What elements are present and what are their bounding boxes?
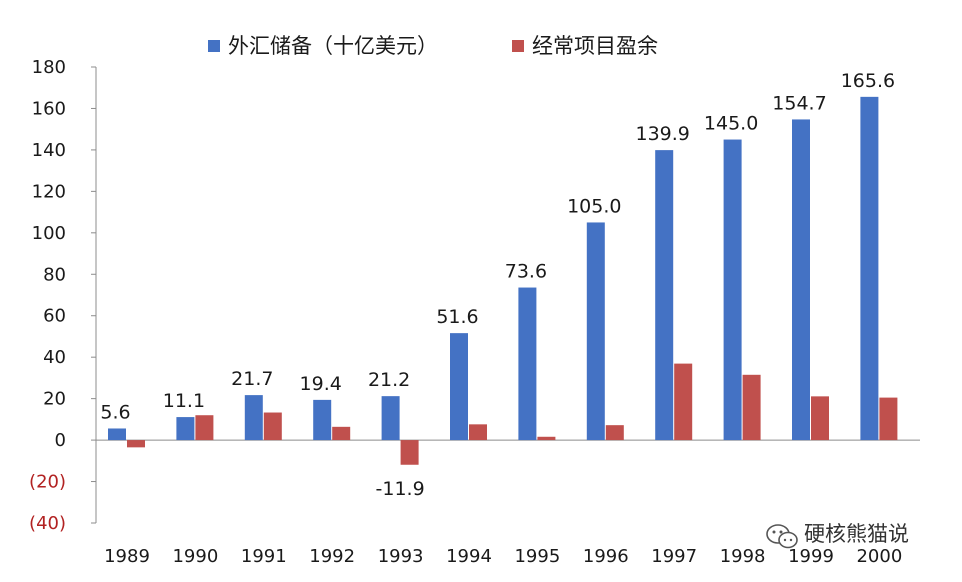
x-tick-label: 1997	[651, 546, 697, 567]
bar-current-account	[263, 412, 282, 441]
y-tick-label: 80	[43, 264, 66, 285]
y-tick-label: 120	[32, 181, 66, 202]
x-tick-label: 1999	[788, 546, 834, 567]
bar-reserves	[108, 428, 126, 441]
x-tick-label: 1989	[104, 546, 150, 567]
y-tick-label: 180	[32, 57, 66, 78]
legend-swatch-reserves	[208, 40, 220, 52]
y-axis: (40) (20) 0 20 40 60 80 100 120 140 160 180	[29, 57, 97, 534]
watermark-text: 硬核熊猫说	[804, 522, 909, 546]
y-tick-label: 60	[43, 306, 66, 327]
bar-reserves	[381, 396, 400, 441]
bar-current-account	[674, 363, 693, 441]
x-tick-label: 2000	[856, 546, 902, 567]
x-tick-label: 1995	[514, 546, 560, 567]
bar-current-account	[537, 436, 556, 441]
x-tick-label: 1996	[583, 546, 629, 567]
bar-current-account	[195, 415, 214, 441]
bar-current-account	[469, 424, 487, 441]
data-label-reserves: 19.4	[300, 373, 342, 395]
x-tick-label: 1991	[241, 546, 287, 567]
data-label-reserves: 11.1	[163, 390, 205, 412]
wechat-icon	[766, 524, 798, 549]
bar-reserves	[586, 222, 605, 441]
data-label-reserves: 21.7	[231, 368, 273, 390]
data-labels: 5.6 11.1 21.7 19.4 21.2 51.6 73.6 105.0 139.9 145…	[100, 70, 895, 500]
x-tick-label: 1992	[309, 546, 355, 567]
legend-label: 经常项目盈余	[532, 34, 658, 58]
bar-reserves	[792, 119, 810, 441]
data-label-reserves: 73.6	[505, 261, 547, 283]
y-tick-label: (40)	[29, 513, 66, 534]
bar-current-account	[879, 397, 898, 441]
watermark: 硬核熊猫说	[766, 522, 909, 549]
data-label-reserves: 145.0	[704, 113, 758, 135]
bars	[108, 96, 898, 465]
legend-label: 外汇储备（十亿美元）	[228, 34, 438, 58]
bar-reserves	[860, 96, 879, 441]
bar-current-account	[332, 426, 351, 441]
y-tick-label: 100	[32, 223, 66, 244]
y-tick-label: 160	[32, 98, 66, 119]
bar-reserves	[655, 150, 674, 441]
x-tick-label: 1998	[720, 546, 766, 567]
y-tick-label: (20)	[29, 472, 66, 493]
data-label-reserves: 105.0	[567, 195, 621, 217]
x-tick-label: 1994	[446, 546, 492, 567]
bar-reserves	[518, 287, 537, 441]
data-label-reserves: 154.7	[772, 92, 826, 114]
bar-current-account	[127, 440, 145, 448]
data-label-reserves: 51.6	[436, 306, 478, 328]
bar-reserves	[450, 333, 468, 441]
bar-current-account	[811, 396, 829, 441]
data-label-reserves: 139.9	[635, 123, 689, 145]
data-label-reserves: 5.6	[100, 401, 130, 423]
x-tick-label: 1993	[378, 546, 424, 567]
bar-current-account	[742, 374, 761, 441]
legend-swatch-current-account	[512, 40, 524, 52]
data-label-current-account: -11.9	[376, 478, 425, 500]
data-label-reserves: 165.6	[841, 70, 895, 92]
legend: 外汇储备（十亿美元） 经常项目盈余	[208, 34, 658, 58]
x-tick-label: 1990	[172, 546, 218, 567]
y-tick-label: 140	[32, 140, 66, 161]
bar-current-account	[605, 425, 624, 441]
data-label-reserves: 21.2	[368, 369, 410, 391]
y-tick-label: 40	[43, 347, 66, 368]
x-axis: 1989 1990 1991 1992 1993 1994 1995 1996 1997 1998…	[96, 439, 920, 567]
y-tick-label: 20	[43, 389, 66, 410]
bar-reserves	[723, 139, 742, 441]
bar-reserves	[176, 417, 195, 441]
bar-reserves	[313, 399, 332, 441]
y-tick-label: 0	[55, 430, 66, 451]
bar-current-account	[400, 440, 419, 465]
bar-reserves	[244, 395, 263, 441]
